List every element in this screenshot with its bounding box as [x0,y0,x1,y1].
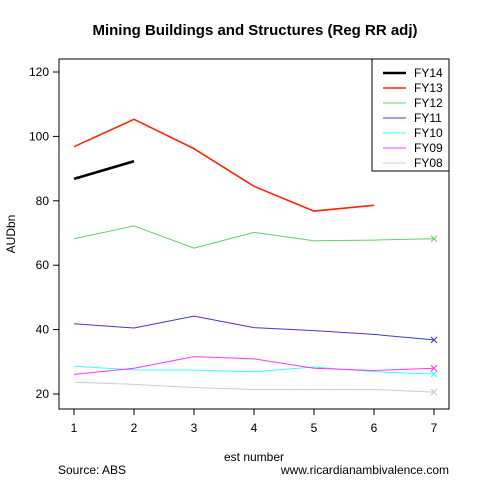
legend-box [371,58,450,172]
series-end-marker-fy12 [430,235,438,243]
x-tick-label: 2 [131,421,138,435]
series-line-fy10 [73,365,435,375]
x-tick-label: 1 [71,421,78,435]
legend-label: FY08 [414,156,443,170]
series-lines [73,118,438,396]
series-end-marker-fy09 [430,364,438,372]
y-tick-label: 60 [36,258,50,272]
series-line-fy13 [73,118,375,212]
x-tick-label: 6 [371,421,378,435]
series-line-fy12 [73,225,435,249]
x-axis: 1 2 3 4 5 6 7 [71,409,438,435]
legend-label: FY10 [414,126,443,140]
x-axis-label: est number [224,450,284,464]
y-tick-label: 120 [29,65,49,79]
series-end-marker-fy10 [430,370,438,378]
chart-title: Mining Buildings and Structures (Reg RR … [92,22,417,39]
legend-label: FY12 [414,96,443,110]
y-tick-label: 100 [29,129,49,143]
legend-label: FY14 [414,66,443,80]
series-line-fy11 [73,315,435,341]
y-tick-label: 20 [36,387,50,401]
y-axis: 20 40 60 80 100 120 [29,65,59,401]
x-tick-label: 5 [311,421,318,435]
y-axis-label: AUDbn [4,215,18,254]
series-line-fy14 [73,159,135,181]
x-tick-label: 4 [251,421,258,435]
legend-label: FY09 [414,141,443,155]
legend-label: FY13 [414,81,443,95]
series-end-marker-fy08 [430,388,438,396]
series-line-fy09 [73,356,435,375]
legend-label: FY11 [414,111,442,125]
website-note: www.ricardianambivalence.com [280,463,449,477]
series-line-fy08 [73,381,435,393]
x-tick-label: 3 [191,421,198,435]
y-tick-label: 80 [36,194,50,208]
x-tick-label: 7 [431,421,438,435]
y-tick-label: 40 [36,323,50,337]
series-end-marker-fy11 [430,336,438,344]
source-note: Source: ABS [58,463,126,477]
